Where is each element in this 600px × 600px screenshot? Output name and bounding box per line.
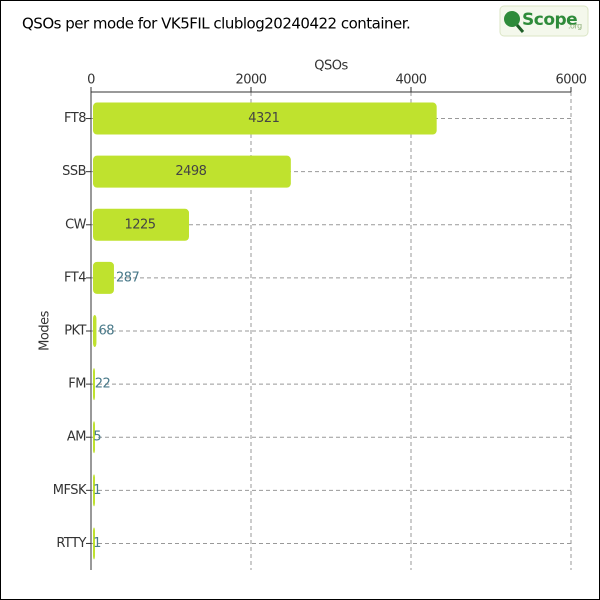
y-tick-label: FT4 (64, 270, 86, 285)
y-tick-label: RTTY (56, 536, 86, 551)
bar (93, 527, 95, 560)
data-label: 22 (95, 377, 111, 392)
x-tick-label: 0 (87, 73, 95, 88)
data-label: 1225 (124, 217, 155, 232)
x-tick-label: 6000 (555, 73, 586, 88)
y-tick-label: AM (67, 430, 86, 445)
y-tick-label: SSB (62, 164, 86, 179)
chart-title: QSOs per mode for VK5FIL clublog20240422… (22, 15, 410, 33)
y-tick-label: PKT (64, 324, 86, 339)
logo: Scope .org (499, 5, 589, 37)
y-tick-label: MFSK (53, 483, 87, 498)
y-tick-label: FM (68, 377, 86, 392)
logo-handle (515, 24, 525, 33)
logo-box (499, 5, 589, 37)
y-tick-label: FT8 (64, 111, 86, 126)
data-label: 4321 (248, 111, 279, 126)
x-axis-label: QSOs (314, 59, 348, 74)
bar (93, 474, 95, 507)
logo-suffix: .org (568, 22, 582, 31)
bar (93, 155, 291, 188)
bar (93, 102, 437, 135)
data-label: 1 (93, 483, 101, 498)
data-label: 287 (116, 270, 140, 285)
data-label: 1 (93, 536, 101, 551)
bar (93, 208, 189, 241)
data-label: 2498 (175, 164, 206, 179)
bar (93, 421, 95, 454)
bar (93, 315, 97, 347)
logo-icon (504, 11, 520, 27)
x-tick-label: 2000 (235, 73, 266, 88)
data-label: 5 (93, 430, 101, 445)
data-label: 68 (98, 324, 114, 339)
y-tick-label: CW (65, 217, 87, 232)
bar (93, 261, 114, 294)
x-tick-label: 4000 (395, 73, 426, 88)
logo-text: Scope (522, 10, 577, 30)
y-axis-label: Modes (38, 310, 53, 350)
bar (93, 368, 95, 401)
